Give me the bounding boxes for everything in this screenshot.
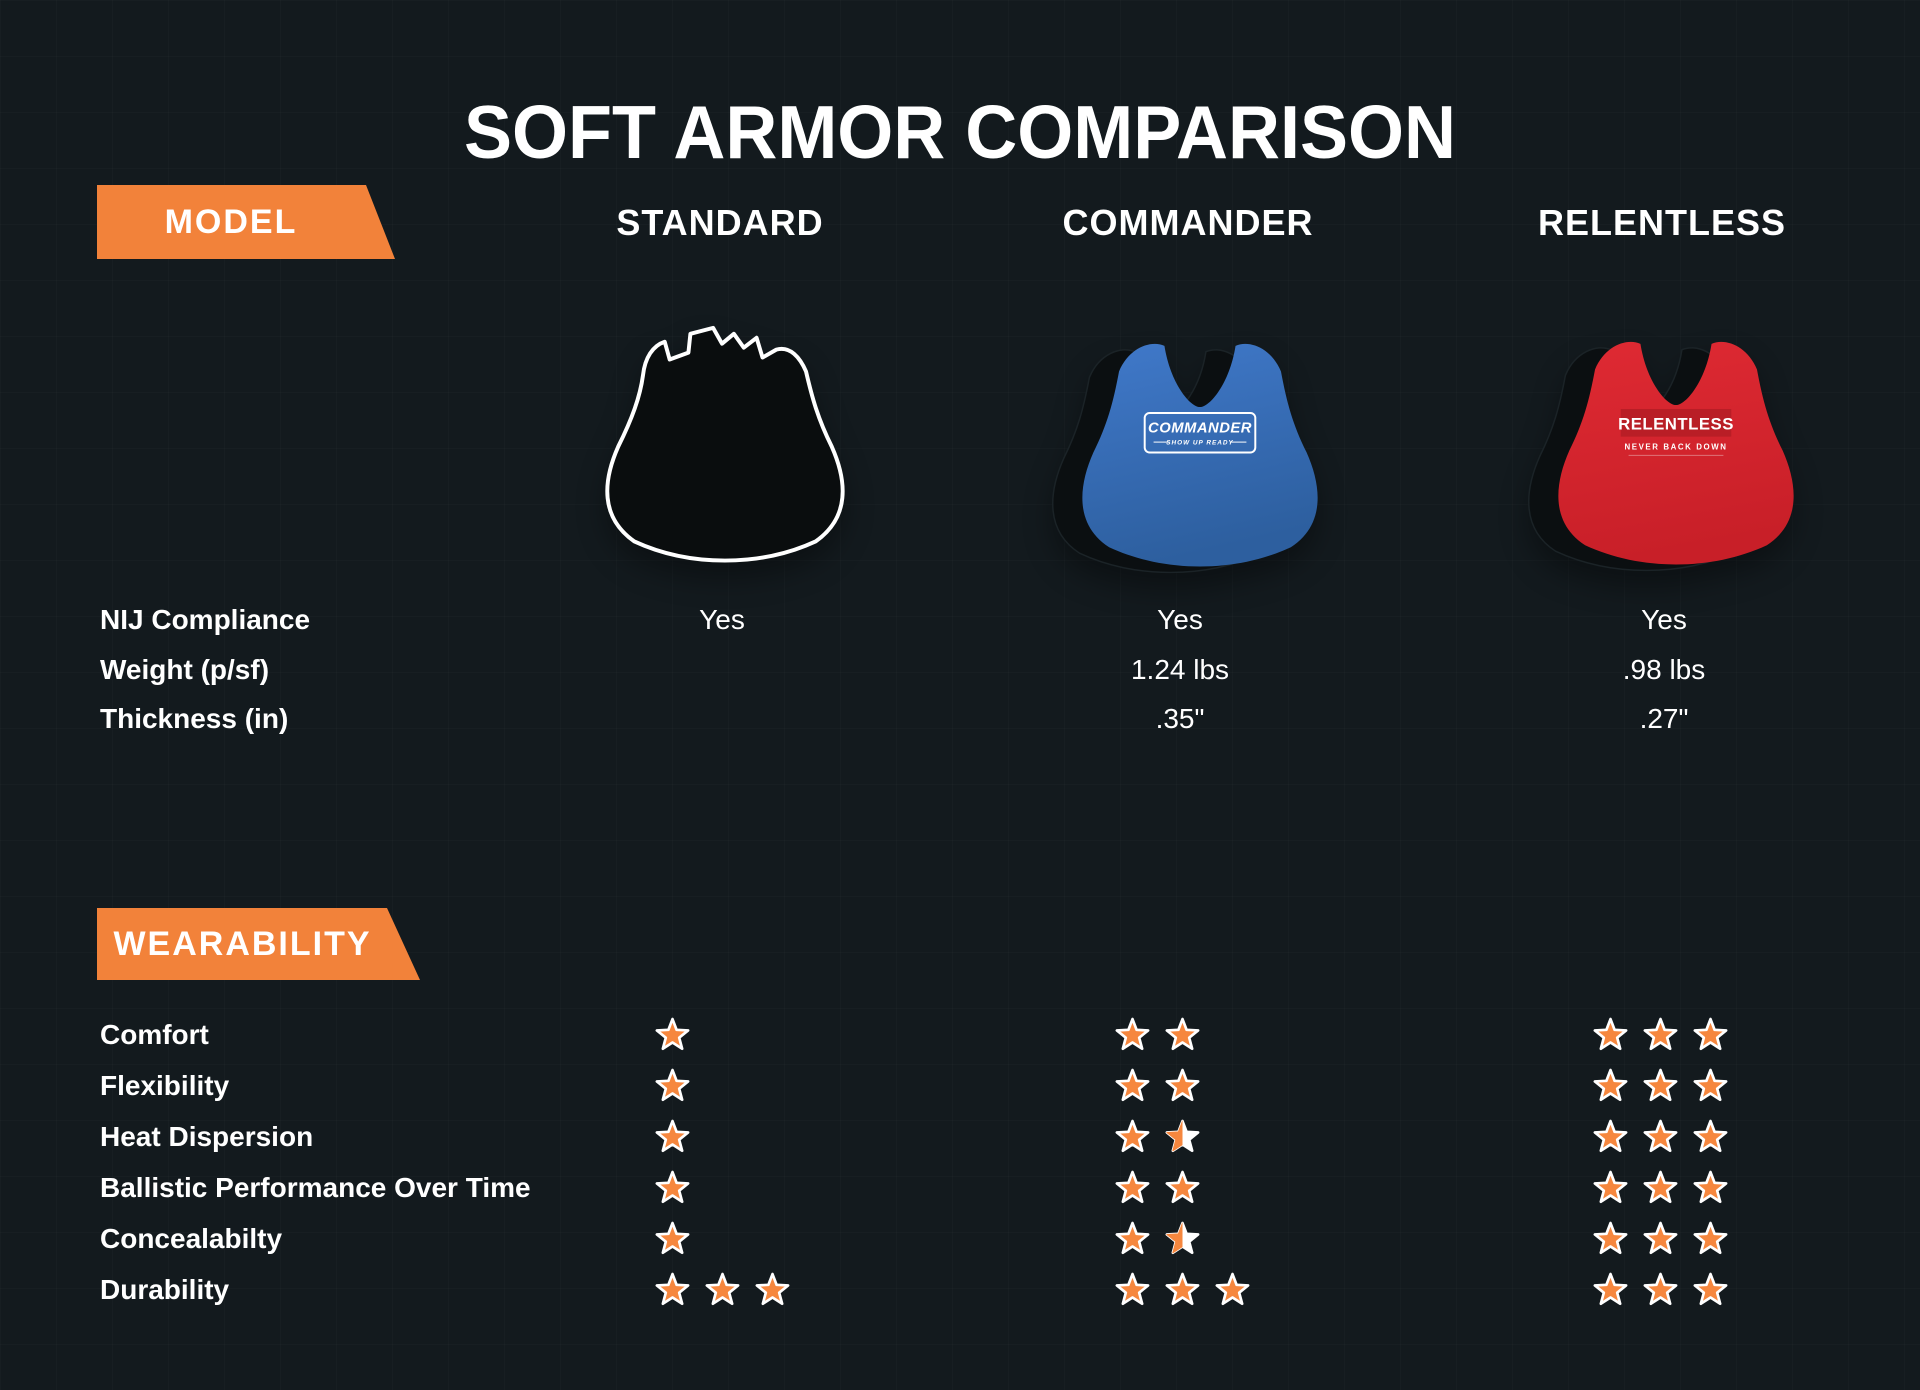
star-icon bbox=[655, 1221, 690, 1255]
half-star-icon bbox=[1165, 1221, 1200, 1255]
star-icon bbox=[1115, 1068, 1150, 1102]
spec-value-nij-relentless: Yes bbox=[1641, 604, 1687, 635]
star-icon bbox=[1693, 1017, 1728, 1051]
star-icon bbox=[1643, 1017, 1678, 1051]
rating-stars-durability-relentless bbox=[1592, 1272, 1729, 1309]
spec-row-label-weight: Weight (p/sf) bbox=[100, 654, 270, 685]
star-icon bbox=[1693, 1068, 1728, 1102]
star-icon bbox=[1215, 1272, 1250, 1306]
star-icon bbox=[1165, 1170, 1200, 1204]
star-icon bbox=[1643, 1170, 1678, 1204]
star-icon bbox=[1643, 1068, 1678, 1102]
rating-stars-conceal-standard bbox=[654, 1221, 691, 1258]
rating-stars-flexibility-relentless bbox=[1592, 1068, 1729, 1105]
star-icon bbox=[1693, 1170, 1728, 1204]
star-icon bbox=[1115, 1221, 1150, 1255]
rating-stars-comfort-commander bbox=[1114, 1017, 1201, 1054]
spec-value-nij-commander: Yes bbox=[1157, 604, 1203, 635]
model-banner-label: MODEL bbox=[164, 202, 298, 241]
model-section-banner: MODEL bbox=[97, 185, 395, 259]
star-icon bbox=[1115, 1170, 1150, 1204]
rating-row-label-heat: Heat Dispersion bbox=[100, 1121, 314, 1152]
relentless-front-panel bbox=[1558, 341, 1794, 565]
star-icon bbox=[1693, 1119, 1728, 1153]
star-icon bbox=[1165, 1017, 1200, 1051]
commander-tagline-text: SHOW UP READY bbox=[1166, 440, 1233, 447]
star-icon bbox=[1593, 1170, 1628, 1204]
star-icon bbox=[1643, 1119, 1678, 1153]
star-icon bbox=[1165, 1068, 1200, 1102]
half-star-icon bbox=[1165, 1119, 1200, 1153]
commander-front-panel bbox=[1082, 343, 1318, 567]
commander-vest-label: COMMANDER SHOW UP READY bbox=[1143, 411, 1257, 454]
star-icon bbox=[1115, 1017, 1150, 1051]
rating-stars-flexibility-standard bbox=[654, 1068, 691, 1105]
column-header-commander: COMMANDER bbox=[1062, 202, 1314, 243]
rating-stars-heat-standard bbox=[654, 1119, 691, 1156]
relentless-tagline-text: NEVER BACK DOWN bbox=[1624, 442, 1727, 451]
star-icon bbox=[655, 1272, 690, 1306]
wearability-section-banner: WEARABILITY bbox=[97, 908, 420, 980]
commander-label-text: COMMANDER bbox=[1148, 421, 1252, 437]
rating-stars-heat-commander bbox=[1114, 1119, 1201, 1156]
star-icon bbox=[1115, 1119, 1150, 1153]
star-icon bbox=[1693, 1272, 1728, 1306]
wearability-banner-label: WEARABILITY bbox=[113, 924, 372, 963]
page-title: SOFT ARMOR COMPARISON bbox=[464, 91, 1456, 175]
rating-stars-comfort-standard bbox=[654, 1017, 691, 1054]
star-icon bbox=[1593, 1119, 1628, 1153]
star-icon bbox=[1115, 1272, 1150, 1306]
vest-relentless: RELENTLESS NEVER BACK DOWN bbox=[1528, 341, 1794, 572]
vest-commander: COMMANDER SHOW UP READY bbox=[1052, 343, 1318, 574]
rating-stars-durability-standard bbox=[654, 1272, 791, 1309]
star-icon bbox=[655, 1017, 690, 1051]
star-icon bbox=[1593, 1068, 1628, 1102]
rating-row-label-durability: Durability bbox=[100, 1274, 230, 1305]
column-header-standard: STANDARD bbox=[616, 202, 824, 243]
rating-stars-comfort-relentless bbox=[1592, 1017, 1729, 1054]
star-icon bbox=[1165, 1272, 1200, 1306]
spec-value-nij-standard: Yes bbox=[699, 604, 745, 635]
rating-stars-ballistic-commander bbox=[1114, 1170, 1201, 1207]
rating-stars-ballistic-relentless bbox=[1592, 1170, 1729, 1207]
rating-stars-conceal-commander bbox=[1114, 1221, 1201, 1258]
star-icon bbox=[655, 1119, 690, 1153]
spec-row-label-thickness: Thickness (in) bbox=[100, 703, 289, 734]
column-header-relentless: RELENTLESS bbox=[1537, 202, 1787, 243]
star-icon bbox=[1593, 1017, 1628, 1051]
star-icon bbox=[1643, 1272, 1678, 1306]
rating-row-label-ballistic: Ballistic Performance Over Time bbox=[100, 1172, 531, 1203]
spec-value-thickness-commander: .35" bbox=[1155, 703, 1205, 734]
spec-value-weight-relentless: .98 lbs bbox=[1622, 654, 1706, 685]
rating-stars-durability-commander bbox=[1114, 1272, 1251, 1309]
rating-row-label-conceal: Concealabilty bbox=[100, 1223, 283, 1254]
spec-row-label-nij: NIJ Compliance bbox=[100, 604, 311, 635]
relentless-vest-label: RELENTLESS NEVER BACK DOWN bbox=[1618, 408, 1734, 456]
rating-stars-conceal-relentless bbox=[1592, 1221, 1729, 1258]
star-icon bbox=[655, 1068, 690, 1102]
rating-row-label-comfort: Comfort bbox=[100, 1019, 209, 1050]
star-icon bbox=[755, 1272, 790, 1306]
star-icon bbox=[1593, 1272, 1628, 1306]
star-icon bbox=[705, 1272, 740, 1306]
rating-stars-heat-relentless bbox=[1592, 1119, 1729, 1156]
rating-stars-ballistic-standard bbox=[654, 1170, 691, 1207]
vest-standard-silhouette bbox=[605, 325, 845, 563]
rating-stars-flexibility-commander bbox=[1114, 1068, 1201, 1105]
rating-row-label-flexibility: Flexibility bbox=[100, 1070, 230, 1101]
spec-value-thickness-relentless: .27" bbox=[1639, 703, 1689, 734]
star-icon bbox=[1693, 1221, 1728, 1255]
star-icon bbox=[1593, 1221, 1628, 1255]
spec-value-weight-commander: 1.24 lbs bbox=[1130, 654, 1230, 685]
relentless-label-text: RELENTLESS bbox=[1618, 415, 1734, 434]
star-icon bbox=[655, 1170, 690, 1204]
star-icon bbox=[1643, 1221, 1678, 1255]
